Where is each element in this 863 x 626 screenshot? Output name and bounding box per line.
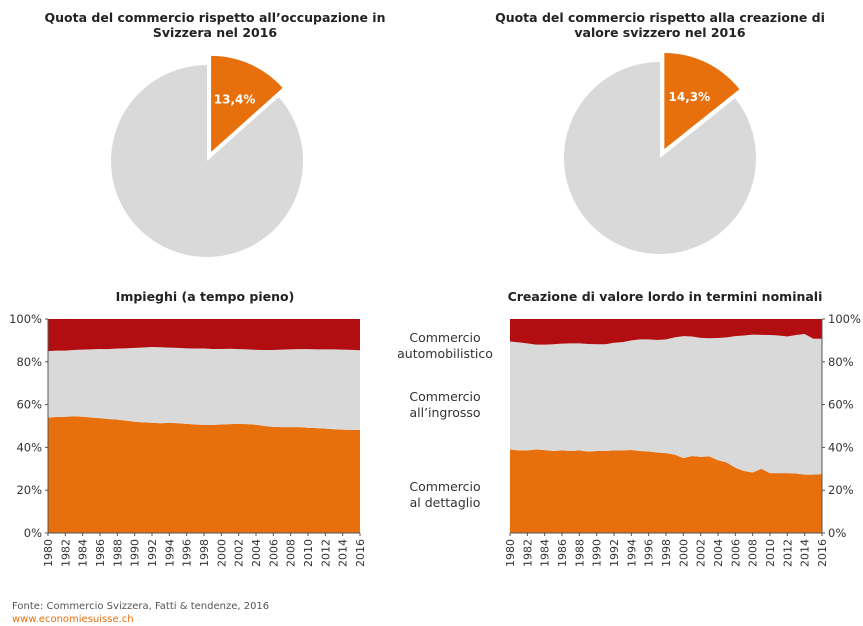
area-1-xtick-label: 2002 xyxy=(233,539,246,567)
pie-2-slice-label: 14,3% xyxy=(669,90,711,104)
area-2-ytick-label: 60% xyxy=(828,398,854,412)
area-1-ytick-label: 100% xyxy=(9,312,42,326)
footer-url[interactable]: www.economiesuisse.ch xyxy=(12,614,134,626)
area-1-xtick-label: 1986 xyxy=(94,539,107,567)
area-1-xtick-label: 1980 xyxy=(42,539,55,567)
legend-automotive-line1: Commercio xyxy=(390,330,500,346)
area-2-xtick-label: 1990 xyxy=(591,539,604,567)
area-1-xtick-label: 1990 xyxy=(129,539,142,567)
area-2-xtick-label: 1984 xyxy=(539,539,552,567)
area-1-xtick-label: 2014 xyxy=(337,539,350,567)
area-2-xtick-label: 1998 xyxy=(660,539,673,567)
area-1-xtick-label: 2006 xyxy=(267,539,280,567)
area-2-ytick-label: 0% xyxy=(828,526,846,540)
legend-retail-line2: al dettaglio xyxy=(390,495,500,511)
area-2-xtick-label: 1994 xyxy=(625,539,638,567)
area-1-xtick-label: 1996 xyxy=(181,539,194,567)
legend-wholesale: Commercio all’ingrosso xyxy=(390,389,500,421)
area-1-series-automotive xyxy=(48,319,360,351)
legend-automotive: Commercio automobilistico xyxy=(390,330,500,362)
area-1-ytick-label: 80% xyxy=(16,355,42,369)
area-2-xtick-label: 2002 xyxy=(695,539,708,567)
area-1-xtick-label: 2000 xyxy=(215,539,228,567)
area-2-xtick-label: 1982 xyxy=(521,539,534,567)
area-2-ytick-label: 40% xyxy=(828,440,854,454)
legend-retail-line1: Commercio xyxy=(390,479,500,495)
area-2-xtick-label: 1996 xyxy=(643,539,656,567)
area-1-xtick-label: 2008 xyxy=(285,539,298,567)
pie-1-slice-label: 13,4% xyxy=(214,92,256,106)
footer-source: Fonte: Commercio Svizzera, Fatti & tende… xyxy=(12,601,269,613)
legend-wholesale-line2: all’ingrosso xyxy=(390,405,500,421)
area-1-xtick-label: 2010 xyxy=(302,539,315,567)
area-1-xtick-label: 2004 xyxy=(250,539,263,567)
area-2-ytick-label: 100% xyxy=(828,312,861,326)
legend-automotive-line2: automobilistico xyxy=(390,346,500,362)
area-2-xtick-label: 2008 xyxy=(747,539,760,567)
area-2-xtick-label: 1988 xyxy=(573,539,586,567)
area-1-xtick-label: 2016 xyxy=(354,539,367,567)
area-1-xtick-label: 2012 xyxy=(319,539,332,567)
area-1-series-retail xyxy=(48,416,360,533)
area-1-xtick-label: 1988 xyxy=(111,539,124,567)
legend-wholesale-line1: Commercio xyxy=(390,389,500,405)
area-2-xtick-label: 2010 xyxy=(764,539,777,567)
area-1-xtick-label: 1982 xyxy=(59,539,72,567)
area-1-series-wholesale xyxy=(48,347,360,430)
area-2-xtick-label: 1986 xyxy=(556,539,569,567)
legend-retail: Commercio al dettaglio xyxy=(390,479,500,511)
area-1-xtick-label: 1998 xyxy=(198,539,211,567)
area-1-xtick-label: 1984 xyxy=(77,539,90,567)
area-1-ytick-label: 0% xyxy=(24,526,42,540)
area-2-xtick-label: 2006 xyxy=(729,539,742,567)
area-1-xtick-label: 1994 xyxy=(163,539,176,567)
area-2-xtick-label: 2000 xyxy=(677,539,690,567)
area-2-ytick-label: 80% xyxy=(828,355,854,369)
area-1-ytick-label: 20% xyxy=(16,483,42,497)
area-1-ytick-label: 40% xyxy=(16,440,42,454)
area-2-xtick-label: 1992 xyxy=(608,539,621,567)
area-2-xtick-label: 2014 xyxy=(799,539,812,567)
area-2-xtick-label: 2012 xyxy=(781,539,794,567)
area-2-xtick-label: 2016 xyxy=(816,539,829,567)
area-2-xtick-label: 1980 xyxy=(504,539,517,567)
area-2-xtick-label: 2004 xyxy=(712,539,725,567)
area-2-ytick-label: 20% xyxy=(828,483,854,497)
area-1-xtick-label: 1992 xyxy=(146,539,159,567)
area-1-ytick-label: 60% xyxy=(16,398,42,412)
